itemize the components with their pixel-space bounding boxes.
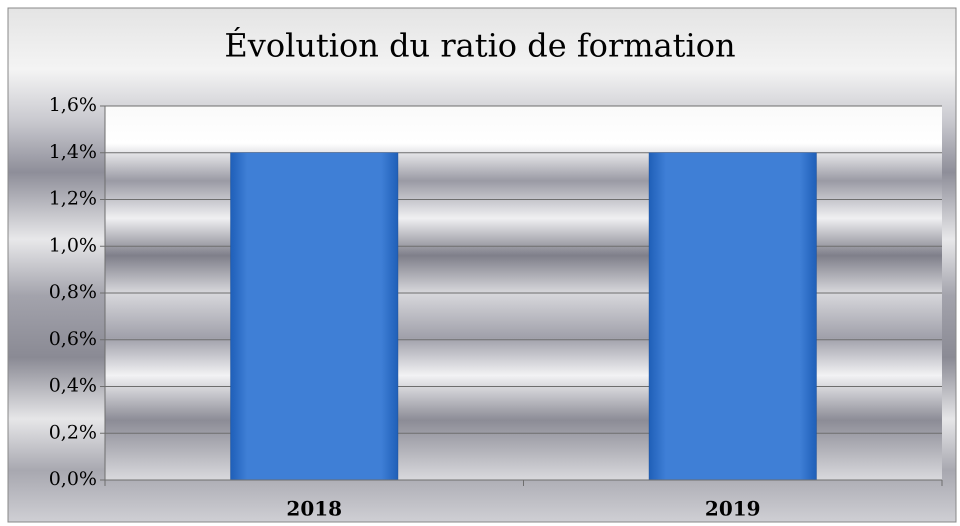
bar — [648, 152, 817, 481]
y-tick-label: 0,0% — [49, 468, 97, 490]
x-tick-label: 2019 — [705, 497, 761, 521]
y-tick-label: 1,2% — [49, 188, 97, 210]
y-tick-label: 0,8% — [49, 281, 97, 303]
x-tick-label: 2018 — [286, 497, 342, 521]
y-tick-label: 0,2% — [49, 421, 97, 443]
y-tick-label: 1,4% — [49, 141, 97, 163]
y-tick-label: 1,0% — [49, 234, 97, 256]
chart-title: Évolution du ratio de formation — [224, 27, 735, 65]
y-tick-label: 1,6% — [49, 94, 97, 116]
bar — [230, 152, 399, 481]
y-tick-label: 0,4% — [49, 375, 97, 397]
y-tick-label: 0,6% — [49, 328, 97, 350]
